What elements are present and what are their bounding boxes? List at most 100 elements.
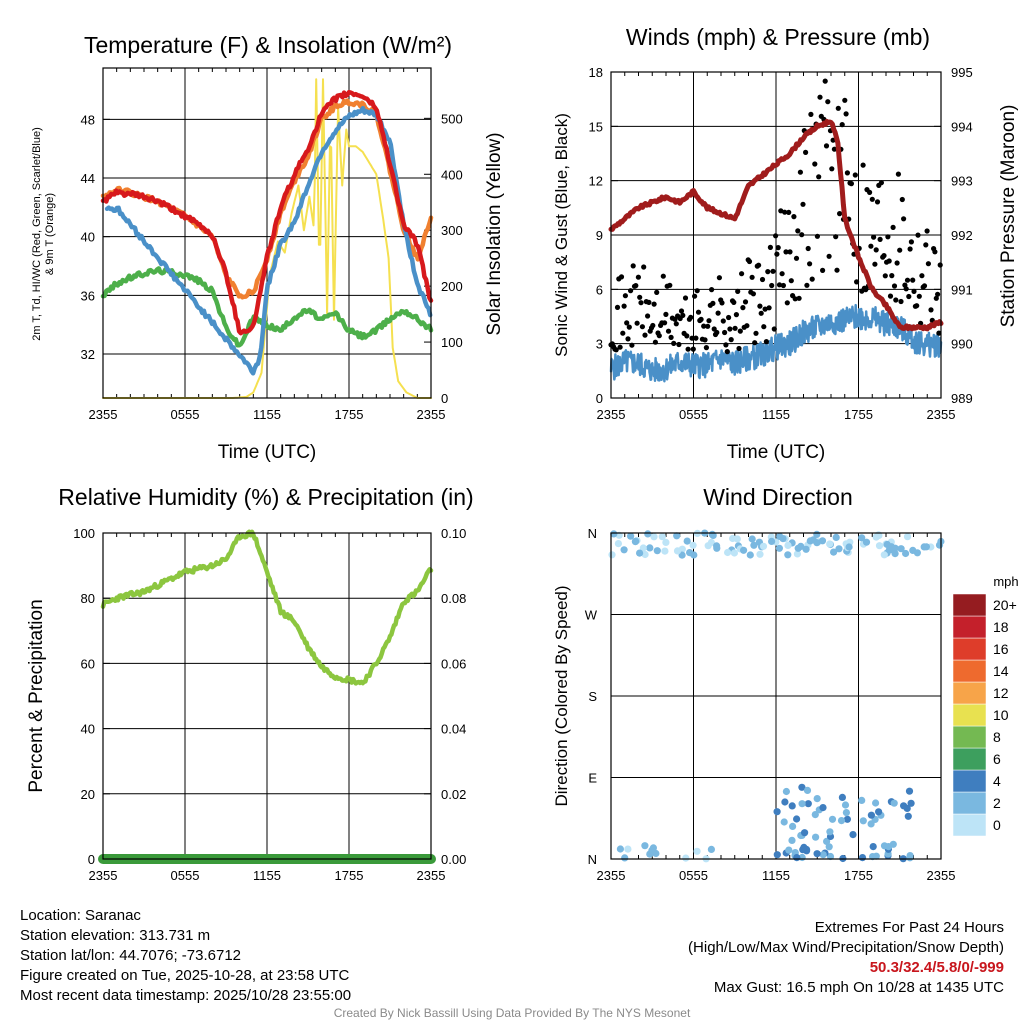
direction-point [627,532,635,540]
gust-point [868,243,874,249]
gust-point [766,305,772,311]
y-axis-label: Percent & Precipitation [26,599,47,792]
gust-point [652,339,659,345]
gust-point [874,199,881,205]
direction-point [793,550,802,558]
gust-point [740,305,746,311]
gust-point [932,249,938,255]
gust-point [769,282,775,289]
gust-point [822,78,828,84]
gust-point [735,288,741,294]
gust-point [898,298,904,305]
gust-point [633,283,639,289]
x-tick-label: 0555 [679,868,708,883]
gust-point [678,308,685,314]
gust-point [680,312,686,318]
gust-point [877,236,883,242]
colorbar-label: 4 [993,773,1001,789]
gust-point [705,323,711,329]
y-axis-label-line1: 2m T, Td, HI/WC (Red, Green, Scarlet/Blu… [31,127,43,341]
gust-point [676,341,682,348]
x-tick-label: 2355 [597,868,626,883]
gust-point [685,346,691,352]
gust-point [737,328,743,334]
gust-point [665,328,672,334]
gust-point [638,300,644,306]
gust-point [924,228,930,234]
x-axis-label: Time (UTC) [727,442,826,463]
gust-point [758,310,764,316]
direction-point [837,817,846,825]
direction-point [842,809,851,817]
gust-point [788,278,794,284]
direction-point [812,833,820,841]
direction-point [813,850,821,858]
gust-point [746,258,753,265]
gust-point [752,340,758,346]
gust-point [782,209,788,215]
direction-point [608,551,616,559]
direction-point [906,852,914,860]
direction-point [804,800,812,808]
gust-point [614,304,621,310]
temperature-chart: Temperature (F) & Insolation (W/m²)2355 0… [31,32,505,463]
gust-point [714,329,720,336]
gust-point [826,253,832,259]
gust-point [759,276,766,283]
y2-tick-label: 500 [441,111,463,126]
gust-point [914,303,920,309]
gust-point [881,253,887,259]
gust-point [757,303,763,309]
direction-point [678,551,686,559]
gust-point [812,161,818,167]
direction-point [904,812,912,820]
direction-point [724,548,732,557]
x-tick-label: 1755 [335,407,364,422]
gust-point [831,146,838,152]
colorbar-swatch [952,703,987,727]
direction-point [826,852,835,861]
y2-tick-label: 100 [441,335,463,350]
direction-point [801,829,809,837]
recent-text: Most recent data timestamp: 2025/10/28 2… [20,987,352,1004]
gust-point [882,273,888,279]
gust-point [731,299,737,305]
y-tick-label: 15 [589,119,603,134]
plot-border [610,532,942,860]
direction-point [867,811,876,819]
direction-point [825,843,833,851]
direction-point [794,544,802,552]
gust-point [793,255,800,261]
colorbar-label: 8 [993,729,1001,745]
direction-point [616,845,625,853]
gust-point [936,330,942,336]
y2-axis-label: Station Pressure (Maroon) [998,105,1019,328]
gust-point [693,335,699,341]
direction-point [707,538,716,547]
gust-point [646,299,652,305]
gust-point [624,320,630,326]
direction-point [793,854,801,862]
direction-point [841,801,850,809]
direction-point [862,538,871,546]
y2-tick-label: 300 [441,223,463,238]
gust-point [660,273,666,279]
colorbar-swatch [952,747,987,771]
gust-point [749,274,755,280]
direction-point [781,798,789,806]
extremes-info: Extremes For Past 24 Hours (High/Low/Max… [688,918,1004,998]
direction-point [849,831,857,839]
direction-point [788,802,796,810]
direction-tick-label: W [585,608,598,623]
gust-point [833,234,839,240]
direction-point [748,535,756,543]
direction-point [798,783,806,791]
y2-tick-label: 0.06 [441,656,466,671]
y2-tick-label: 0.08 [441,591,466,606]
gust-point [869,196,875,202]
series-sonic-wind [609,303,943,383]
gust-point [906,293,912,300]
colorbar-label: 10 [993,707,1009,723]
x-tick-label: 2355 [89,407,118,422]
